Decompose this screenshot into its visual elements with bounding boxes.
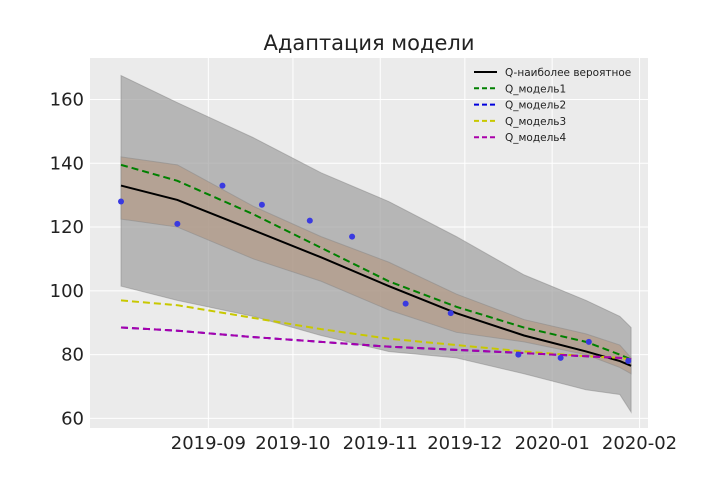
legend-label: Q-наиболее вероятное xyxy=(505,67,631,79)
data-point xyxy=(219,182,226,189)
series-line-3 xyxy=(120,299,632,361)
data-point xyxy=(258,201,265,208)
data-point xyxy=(585,338,592,345)
legend-label: Q_модель1 xyxy=(505,83,566,95)
data-point xyxy=(349,233,356,240)
y-tick-label: 140 xyxy=(50,153,84,174)
legend-label: Q_модель4 xyxy=(505,132,566,144)
series-line-4 xyxy=(120,326,632,361)
y-tick-label: 120 xyxy=(50,217,84,238)
data-point xyxy=(174,220,181,227)
x-axis-ticks: 2019-09 2019-10 2019-11 2019-12 2020-01 2020-… xyxy=(171,433,677,454)
x-tick-label: 2019-09 xyxy=(171,433,246,454)
series-line-1 xyxy=(120,163,632,361)
x-tick-label: 2019-11 xyxy=(343,433,418,454)
x-tick-label: 2019-10 xyxy=(255,433,330,454)
y-tick-label: 100 xyxy=(50,281,84,302)
legend-label: Q_модель2 xyxy=(505,100,566,112)
chart-title: Адаптация модели xyxy=(263,31,474,55)
legend-label: Q_модель3 xyxy=(505,116,566,128)
x-tick-label: 2019-12 xyxy=(427,433,502,454)
data-point xyxy=(557,354,564,361)
data-point xyxy=(447,310,454,317)
x-tick-label: 2020-01 xyxy=(515,433,590,454)
series-lines xyxy=(120,163,632,367)
observed-points xyxy=(118,182,632,365)
data-point xyxy=(515,351,522,358)
y-tick-label: 60 xyxy=(61,408,84,429)
data-point xyxy=(118,198,124,205)
y-tick-label: 80 xyxy=(61,345,84,366)
data-point xyxy=(625,358,632,365)
legend: Q-наиболее вероятное Q_модель1 Q_модель2 Q_… xyxy=(474,67,631,144)
y-axis-ticks: 60 80 100 120 140 160 xyxy=(50,89,84,429)
data-point xyxy=(306,217,313,224)
data-point xyxy=(402,300,409,307)
y-tick-label: 160 xyxy=(50,89,84,110)
x-tick-label: 2020-02 xyxy=(602,433,677,454)
